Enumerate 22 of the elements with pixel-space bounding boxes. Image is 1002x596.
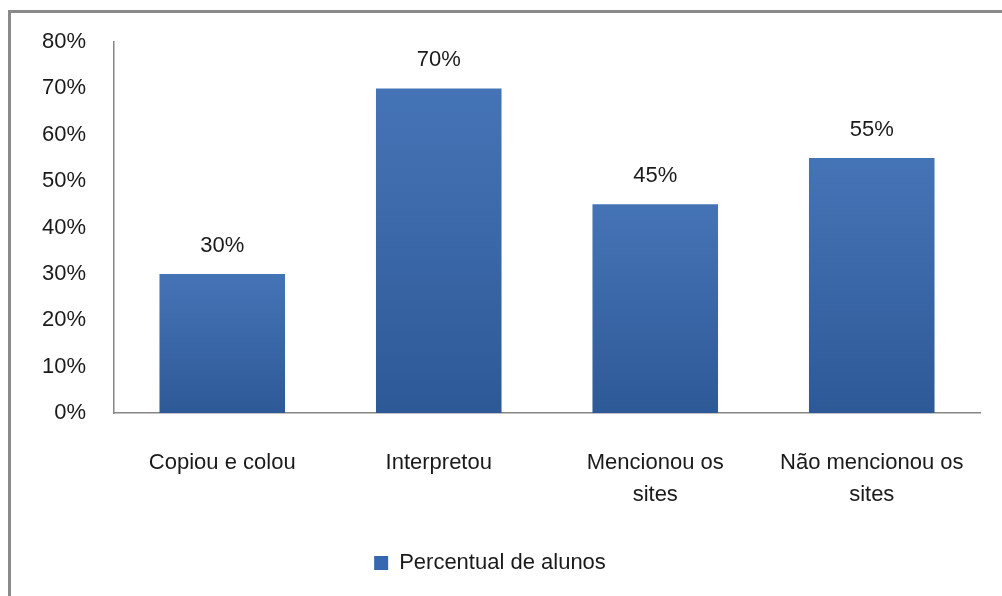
data-label: 55% [849,116,894,141]
y-tick-label: 10% [41,352,86,378]
bar [592,204,719,413]
y-tick-label: 60% [41,120,86,146]
y-tick-label: 30% [41,259,86,285]
y-tick-label: 0% [54,399,86,425]
bar [808,157,935,413]
y-tick-label: 50% [41,167,86,193]
data-label: 70% [416,46,461,72]
y-tick-label: 80% [41,28,86,54]
y-tick-label: 70% [41,74,86,100]
y-tick-label: 20% [41,306,86,332]
x-tick-label: Não mencionou os sites [780,449,964,506]
x-tick-label: Mencionou os sites [586,449,724,506]
bar [159,273,286,413]
data-label: 45% [633,162,678,188]
x-tick-label: Copiou e colou [148,449,296,475]
legend-label: Percentual de alunos [399,549,606,575]
y-tick-label: 40% [41,213,86,239]
data-label: 30% [200,231,245,257]
bar [375,88,502,413]
x-tick-label: Interpretou [385,449,492,475]
